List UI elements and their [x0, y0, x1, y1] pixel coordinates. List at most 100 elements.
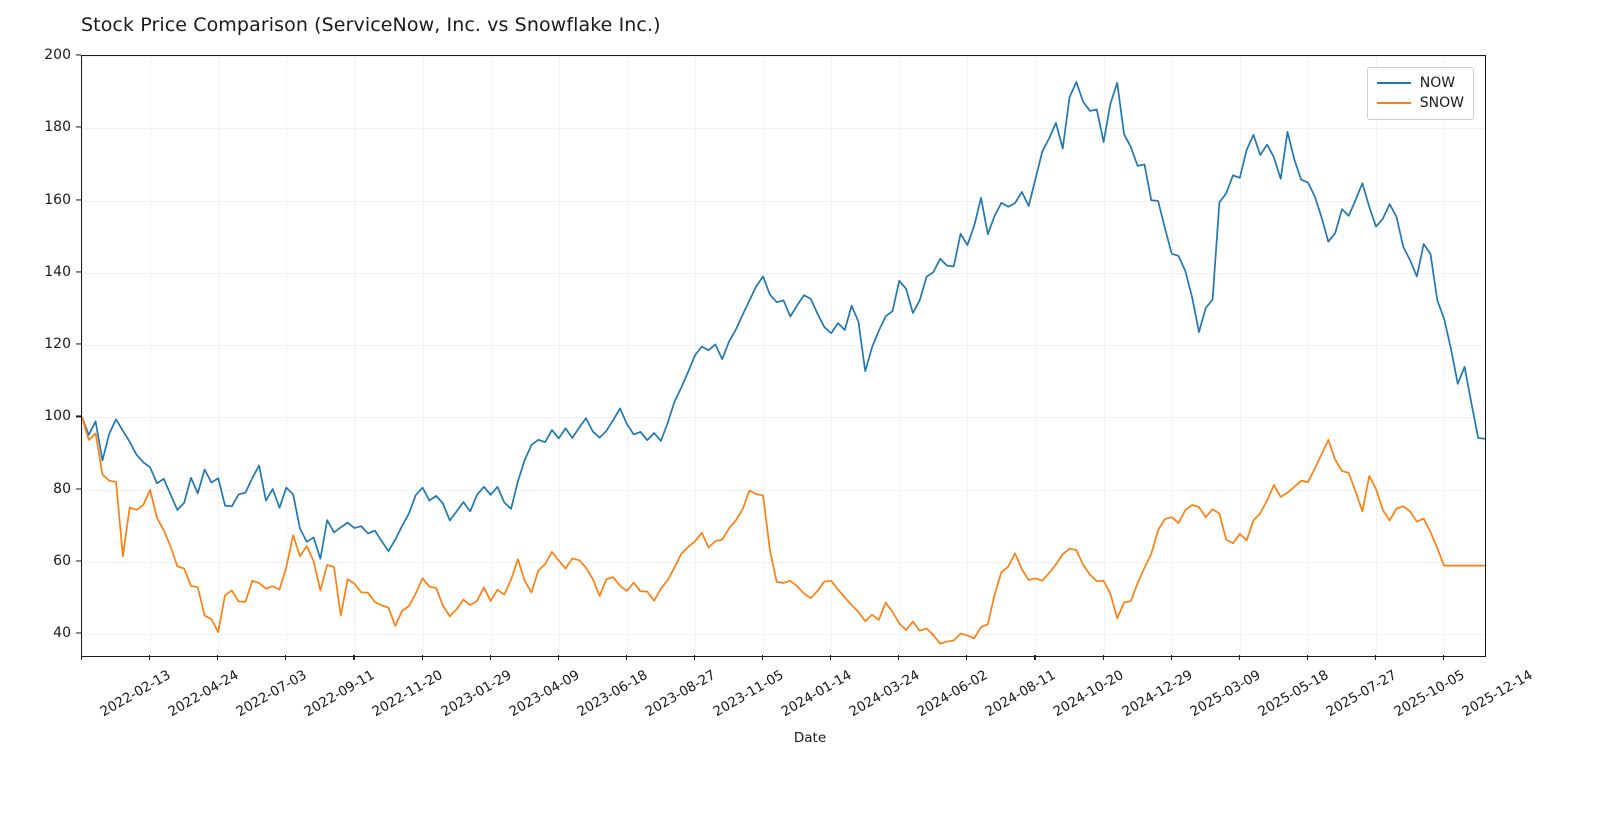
- x-tick-label: 2022-09-11: [301, 667, 378, 721]
- grid-line-horizontal: [82, 272, 1485, 274]
- series-layer: [82, 81, 1485, 645]
- y-tick-label: 100: [44, 408, 71, 425]
- plot-area: NOW SNOW: [81, 55, 1486, 657]
- x-tick-mark: [353, 655, 355, 660]
- grid-line-vertical: [1307, 56, 1309, 656]
- grid-line-vertical: [1103, 56, 1105, 656]
- grid-line-vertical: [626, 56, 628, 656]
- x-tick-mark: [1443, 655, 1445, 660]
- grid-line-horizontal: [82, 56, 1485, 57]
- y-tick-mark: [76, 126, 81, 128]
- chart-legend: NOW SNOW: [1366, 67, 1474, 120]
- legend-item-snow[interactable]: SNOW: [1376, 93, 1464, 113]
- y-tick-mark: [76, 343, 81, 345]
- y-tick-mark: [76, 271, 81, 273]
- x-tick-label: 2024-01-14: [778, 667, 855, 721]
- x-tick-label: 2025-03-09: [1187, 667, 1264, 721]
- grid-line-vertical: [1171, 56, 1173, 656]
- y-tick-mark: [76, 199, 81, 201]
- x-tick-label: 2022-04-24: [165, 667, 242, 721]
- x-tick-mark: [762, 655, 764, 660]
- x-tick-label: 2024-08-11: [982, 667, 1059, 721]
- grid-line-horizontal: [82, 200, 1485, 202]
- x-tick-label: 2024-10-20: [1050, 667, 1127, 721]
- plot-inner: [82, 56, 1485, 656]
- x-tick-label: 2023-01-29: [438, 667, 514, 721]
- chart-title: Stock Price Comparison (ServiceNow, Inc.…: [81, 14, 661, 36]
- x-tick-label: 2023-04-09: [506, 667, 583, 721]
- y-tick-label: 180: [44, 119, 71, 136]
- legend-item-now[interactable]: NOW: [1376, 73, 1464, 93]
- x-tick-mark: [421, 655, 423, 660]
- x-tick-mark: [693, 655, 696, 660]
- x-tick-mark: [830, 655, 832, 660]
- x-tick-mark: [966, 655, 968, 660]
- grid-line-vertical: [1376, 56, 1378, 656]
- x-tick-mark: [1170, 655, 1172, 660]
- grid-line-vertical: [422, 56, 424, 656]
- x-tick-mark: [1375, 655, 1377, 660]
- y-tick-label: 40: [53, 625, 71, 642]
- grid-line-horizontal: [82, 345, 1485, 347]
- legend-swatch-snow: [1376, 101, 1411, 105]
- grid-line-vertical: [899, 56, 901, 656]
- x-tick-label: 2025-05-18: [1255, 667, 1332, 721]
- x-tick-label: 2025-10-05: [1391, 667, 1468, 721]
- x-tick-label: 2024-12-29: [1119, 667, 1196, 721]
- x-tick-mark: [217, 655, 219, 660]
- grid-line-vertical: [286, 56, 288, 656]
- y-tick-mark: [76, 488, 81, 490]
- legend-label: NOW: [1419, 75, 1456, 91]
- x-tick-label: 2022-11-20: [369, 667, 446, 721]
- x-tick-label: 2022-07-03: [233, 667, 310, 721]
- grid-line-horizontal: [82, 562, 1485, 564]
- y-tick-label: 120: [44, 336, 71, 353]
- y-tick-mark: [76, 632, 81, 634]
- y-tick-label: 80: [53, 480, 71, 497]
- grid-line-vertical: [967, 56, 969, 656]
- grid-line-vertical: [150, 56, 152, 656]
- grid-line-vertical: [1444, 56, 1446, 656]
- x-tick-label: 2024-03-24: [846, 667, 923, 721]
- x-tick-label: 2023-06-18: [574, 667, 651, 721]
- grid-line-vertical: [1239, 56, 1241, 656]
- grid-line-vertical: [763, 56, 765, 656]
- grid-line-vertical: [218, 56, 220, 656]
- x-tick-label: 2023-11-05: [710, 667, 787, 721]
- x-tick-mark: [557, 655, 559, 660]
- x-tick-label: 2025-12-14: [1459, 667, 1536, 721]
- x-tick-mark: [149, 655, 151, 660]
- grid-line-horizontal: [82, 128, 1485, 130]
- grid-line-vertical: [1035, 56, 1037, 656]
- grid-line-vertical: [490, 56, 492, 656]
- y-tick-label: 160: [44, 191, 71, 208]
- series-line-snow: [82, 416, 1485, 645]
- x-tick-mark: [898, 655, 900, 660]
- grid-line-vertical: [558, 56, 560, 656]
- x-tick-label: 2023-08-27: [642, 667, 719, 721]
- x-tick-mark: [1238, 655, 1240, 660]
- y-tick-mark: [76, 415, 81, 417]
- x-tick-mark: [285, 655, 287, 660]
- x-tick-mark: [81, 655, 83, 660]
- x-tick-mark: [1034, 655, 1036, 660]
- grid-line-horizontal: [82, 417, 1485, 419]
- x-tick-mark: [1102, 655, 1104, 660]
- y-tick-mark: [76, 560, 81, 562]
- legend-swatch-now: [1376, 81, 1411, 85]
- x-tick-label: 2024-06-02: [914, 667, 991, 721]
- grid-line-vertical: [354, 56, 356, 656]
- x-tick-label: 2022-02-13: [97, 667, 174, 721]
- legend-label: SNOW: [1419, 95, 1464, 111]
- x-tick-mark: [1306, 655, 1309, 660]
- y-tick-mark: [76, 54, 81, 56]
- grid-line-horizontal: [82, 489, 1485, 491]
- grid-line-vertical: [831, 56, 833, 656]
- x-axis-label: Date: [793, 730, 827, 746]
- grid-line-horizontal: [82, 634, 1485, 636]
- series-line-now: [82, 81, 1485, 560]
- x-tick-mark: [489, 655, 491, 660]
- grid-line-vertical: [82, 56, 83, 656]
- y-tick-label: 140: [44, 263, 71, 280]
